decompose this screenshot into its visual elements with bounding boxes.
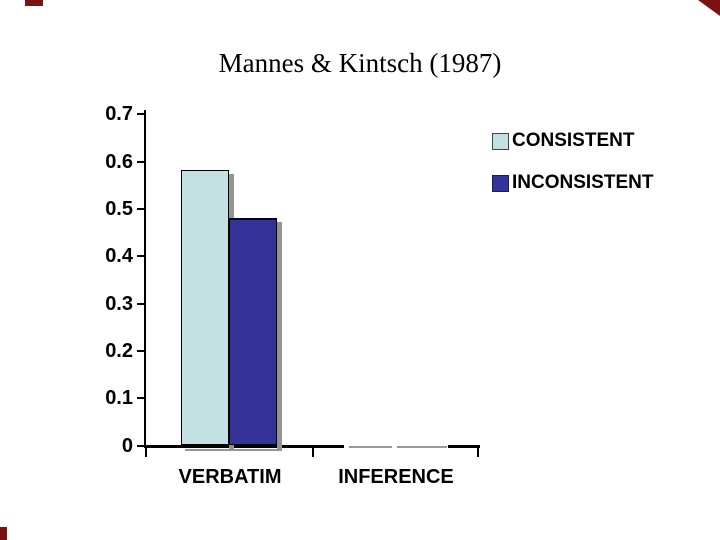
y-tick — [137, 113, 146, 115]
y-tick — [137, 397, 146, 399]
bar-consistent-verbatim — [181, 170, 229, 445]
bar-inconsistent-verbatim — [229, 218, 277, 445]
page-title: Mannes & Kintsch (1987) — [218, 48, 502, 78]
y-tick — [137, 161, 146, 163]
x-category-label-verbatim: VERBATIM — [178, 466, 282, 488]
bar-shadow — [233, 449, 281, 451]
legend-label-consistent: CONSISTENT — [512, 130, 635, 151]
y-tick-label: 0.6 — [105, 151, 133, 173]
y-tick-label: 0.1 — [105, 387, 133, 409]
legend-swatch-inconsistent — [492, 175, 509, 192]
x-category-label-inference: INFERENCE — [338, 466, 454, 488]
x-axis-line — [144, 445, 480, 448]
corner-accent-top-left — [25, 0, 43, 6]
y-tick-label: 0 — [121, 435, 133, 457]
legend-swatch-consistent — [492, 133, 509, 150]
x-tick — [312, 448, 314, 457]
bar-shadow — [185, 449, 233, 451]
y-axis-line — [144, 110, 146, 448]
y-tick — [137, 445, 146, 447]
y-tick — [137, 350, 146, 352]
x-tick — [145, 448, 147, 457]
y-tick — [137, 208, 146, 210]
x-tick — [477, 448, 479, 457]
legend-label-inconsistent: INCONSISTENT — [512, 172, 654, 193]
corner-accent-bottom-left — [0, 527, 7, 540]
y-tick — [137, 303, 146, 305]
y-tick-label: 0.3 — [105, 293, 133, 315]
y-tick — [137, 255, 146, 257]
bar-inconsistent-inference-zero — [397, 446, 447, 448]
bar-shadow — [277, 222, 282, 451]
bar-consistent-inference-zero — [349, 446, 399, 448]
y-tick-label: 0.5 — [105, 198, 133, 220]
y-tick-label: 0.4 — [105, 245, 133, 267]
y-tick-label: 0.7 — [105, 103, 133, 125]
y-tick-label: 0.2 — [105, 340, 133, 362]
